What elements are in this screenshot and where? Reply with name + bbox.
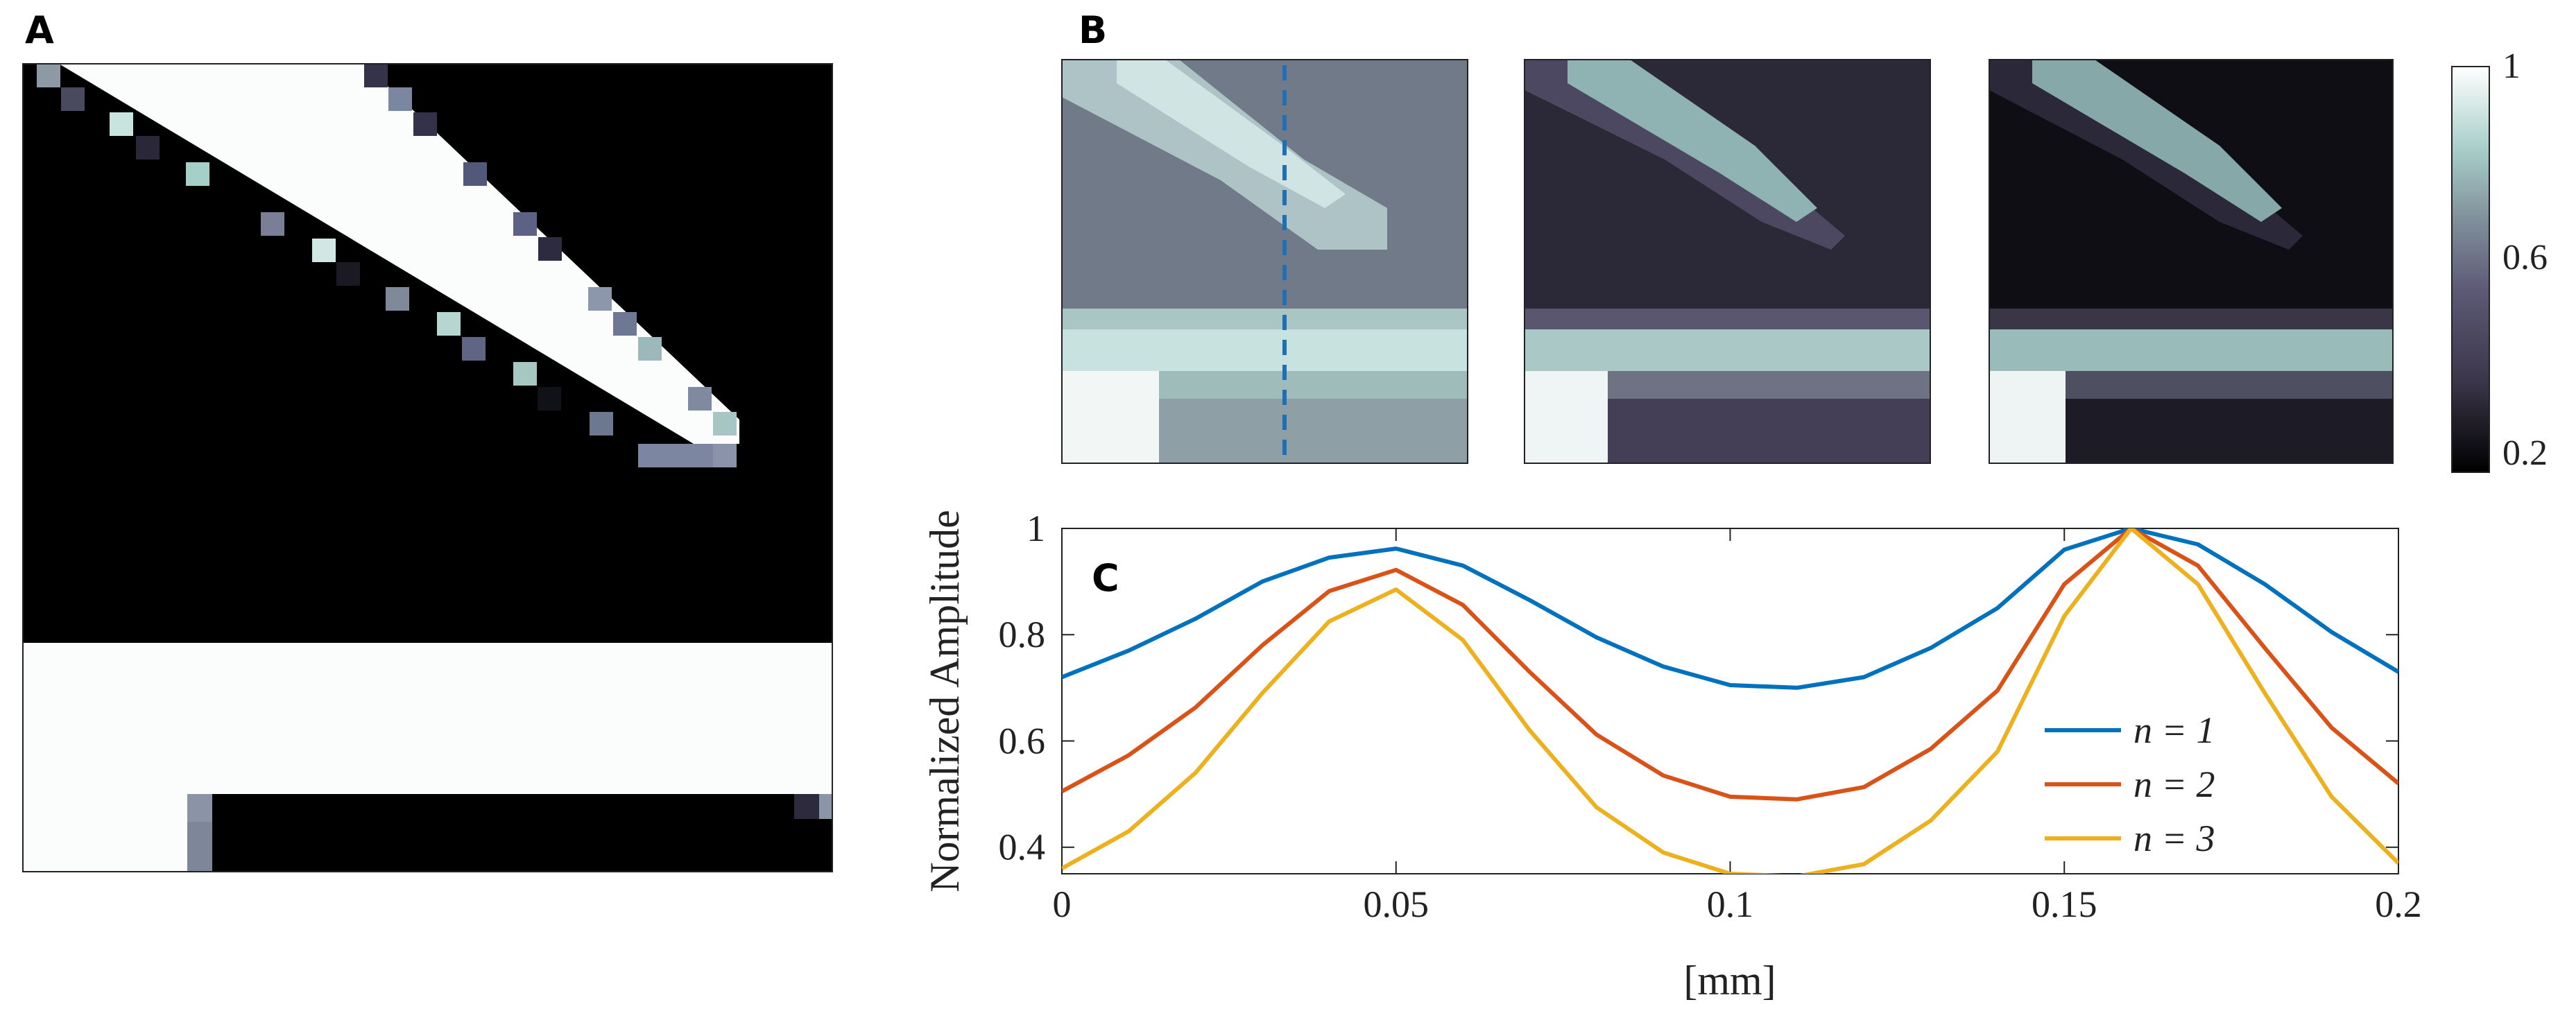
series-line xyxy=(1062,528,2398,874)
panel-b-image-1 xyxy=(1061,59,1468,464)
panel-b-letter: B xyxy=(1079,8,1107,52)
legend-label: n = 2 xyxy=(2133,764,2215,805)
y-tick-label: 1 xyxy=(1027,508,1045,549)
y-axis-label: Normalized Amplitude xyxy=(922,510,968,892)
panel-c-letter: C xyxy=(1092,556,1119,600)
y-tick-label: 0.8 xyxy=(999,614,1046,655)
panel-a-image xyxy=(22,63,833,872)
colorbar: 1 0.6 0.2 xyxy=(2451,46,2548,473)
panel-a-letter: A xyxy=(25,8,54,52)
x-tick-label: 0.05 xyxy=(1364,883,1429,925)
x-tick-label: 0.15 xyxy=(2032,883,2097,925)
x-tick-label: 0.2 xyxy=(2375,883,2422,925)
legend-label: n = 1 xyxy=(2133,709,2215,751)
plot-area xyxy=(1061,528,2399,874)
colorbar-tick-label: 0.6 xyxy=(2502,238,2548,277)
legend-label: n = 3 xyxy=(2133,818,2215,859)
x-tick-label: 0 xyxy=(1053,883,1072,925)
legend: n = 1 n = 2 n = 3 xyxy=(2045,709,2215,859)
x-axis-label: [mm] xyxy=(1683,958,1776,1003)
y-tick-label: 0.6 xyxy=(999,720,1046,761)
colorbar-tick-label: 0.2 xyxy=(2502,433,2548,473)
colorbar-tick-label: 1 xyxy=(2502,46,2521,86)
panel-b-image-3 xyxy=(1989,59,2394,464)
x-tick-label: 0.1 xyxy=(1707,883,1754,925)
series-line xyxy=(1062,528,2398,802)
series-line xyxy=(1062,528,2398,690)
line-chart: 0 0.05 0.1 0.15 0.20.40.60.81 C n = 1n = 2n … xyxy=(922,508,2422,1003)
y-tick-label: 0.4 xyxy=(999,827,1046,868)
panel-b-image-2 xyxy=(1524,59,1931,464)
